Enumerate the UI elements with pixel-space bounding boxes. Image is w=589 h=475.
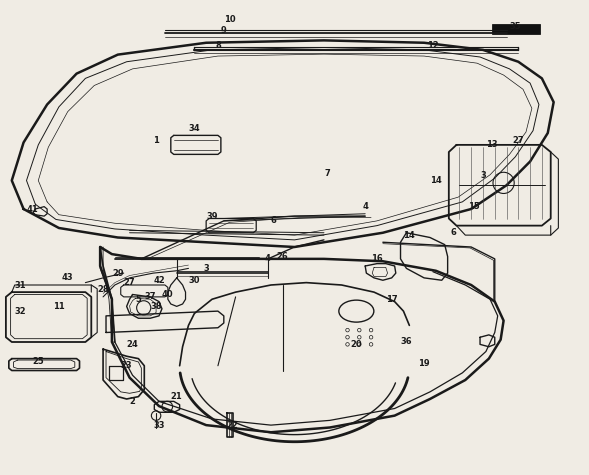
Text: 4: 4 (362, 202, 368, 211)
Text: 10: 10 (224, 15, 236, 23)
Text: 1: 1 (153, 136, 159, 144)
Text: 22: 22 (227, 421, 239, 429)
Text: 32: 32 (15, 307, 27, 315)
Text: 25: 25 (32, 357, 44, 365)
Text: 5: 5 (135, 295, 141, 304)
Text: 7: 7 (324, 169, 330, 178)
Text: 11: 11 (53, 302, 65, 311)
Bar (492, 24, 540, 34)
Text: 21: 21 (171, 392, 183, 401)
Text: 19: 19 (418, 359, 430, 368)
Text: 29: 29 (112, 269, 124, 277)
Text: 43: 43 (62, 274, 74, 282)
Text: 3: 3 (203, 264, 209, 273)
Text: 6: 6 (451, 228, 456, 237)
Text: 2: 2 (130, 397, 135, 406)
Text: 35: 35 (509, 22, 521, 30)
Text: 16: 16 (371, 255, 383, 263)
Text: 33: 33 (153, 421, 165, 429)
Text: 38: 38 (150, 302, 162, 311)
Text: 41: 41 (27, 205, 38, 213)
Text: 39: 39 (206, 212, 218, 220)
Text: 12: 12 (427, 41, 439, 49)
Text: 26: 26 (277, 252, 289, 261)
Text: 4: 4 (265, 255, 271, 263)
Text: 31: 31 (15, 281, 27, 289)
Text: 36: 36 (401, 338, 412, 346)
Text: 15: 15 (468, 202, 480, 211)
Text: 34: 34 (188, 124, 200, 133)
Text: 20: 20 (350, 340, 362, 349)
Text: 8: 8 (215, 41, 221, 49)
Text: 14: 14 (403, 231, 415, 239)
Text: 27: 27 (512, 136, 524, 144)
Text: 42: 42 (153, 276, 165, 285)
Text: 14: 14 (430, 176, 442, 185)
Text: 9: 9 (221, 27, 227, 35)
Text: 40: 40 (162, 290, 174, 299)
Text: 37: 37 (144, 293, 156, 301)
Text: 6: 6 (271, 217, 277, 225)
Text: 28: 28 (97, 285, 109, 294)
Text: 23: 23 (121, 361, 133, 370)
Text: 30: 30 (188, 276, 200, 285)
Text: 3: 3 (480, 171, 486, 180)
Text: 17: 17 (386, 295, 398, 304)
Text: 24: 24 (127, 340, 138, 349)
Text: 27: 27 (124, 278, 135, 287)
Text: 13: 13 (486, 141, 498, 149)
